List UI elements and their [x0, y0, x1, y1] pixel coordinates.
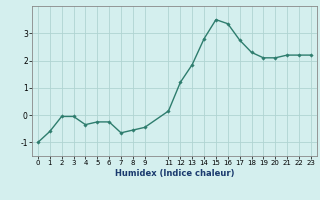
X-axis label: Humidex (Indice chaleur): Humidex (Indice chaleur)	[115, 169, 234, 178]
